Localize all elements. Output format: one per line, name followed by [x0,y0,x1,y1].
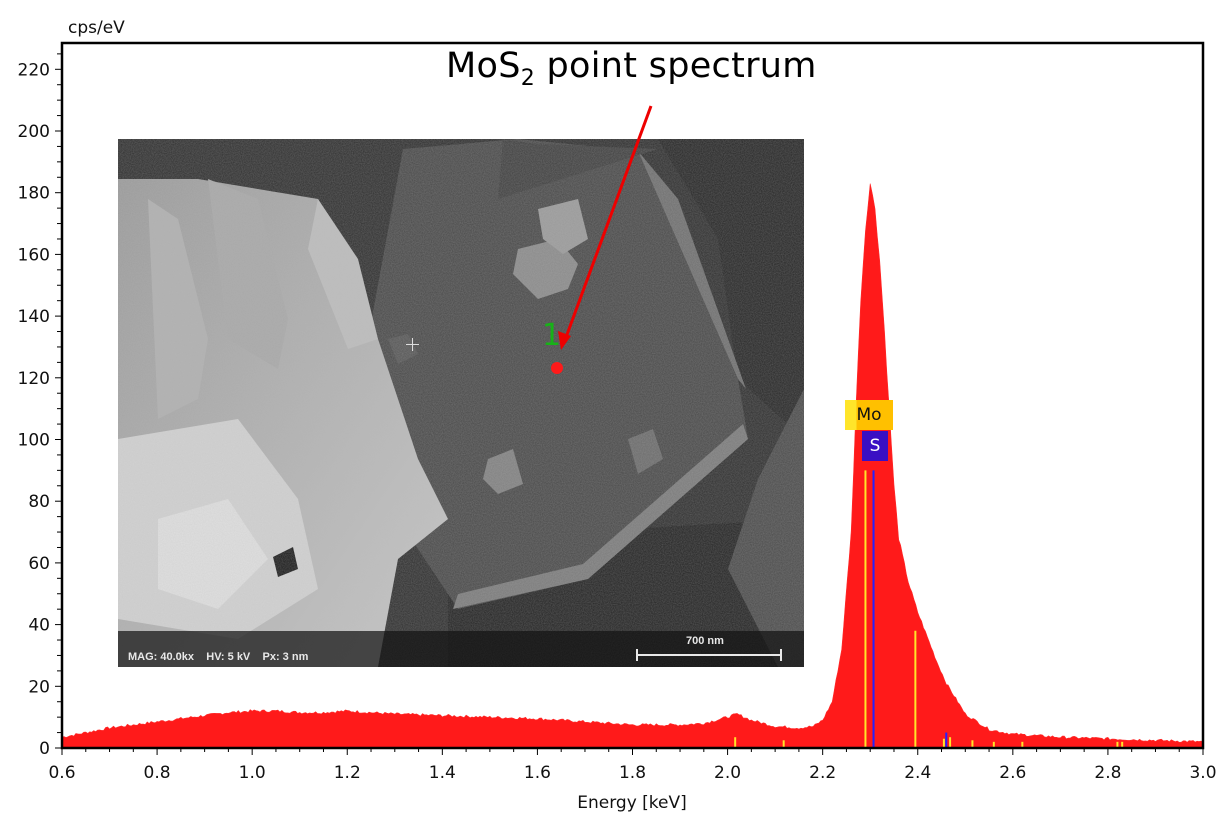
point-label: 1 [542,318,562,353]
spectrum-area [61,183,1204,749]
x-tick-label: 0.6 [48,763,75,783]
x-tick-label: 1.4 [429,763,456,783]
scale-bar [636,649,782,661]
x-tick-label: 1.2 [334,763,361,783]
y-tick-label: 60 [28,554,50,574]
y-tick-label: 180 [18,184,50,204]
x-tick-label: 1.6 [524,763,551,783]
x-tick-label: 2.0 [714,763,741,783]
spectrum-annotation: MoS2 point spectrum [446,46,817,91]
y-tick-label: 80 [28,492,50,512]
y-tick-label: 220 [18,60,50,80]
sem-info-text: MAG: 40.0kx HV: 5 kV Px: 3 nm [128,651,309,663]
y-tick-label: 120 [18,369,50,389]
x-tick-label: 2.2 [809,763,836,783]
y-tick-label: 140 [18,307,50,327]
y-tick-label: 200 [18,122,50,142]
x-tick-label: 2.6 [999,763,1026,783]
y-tick-label: 100 [18,431,50,451]
x-tick-label: 3.0 [1189,763,1216,783]
element-label-s: S [862,431,888,461]
element-label-mo: Mo [845,400,893,430]
x-tick-label: 2.4 [904,763,931,783]
sem-micrograph [118,139,804,667]
y-axis-title: cps/eV [68,18,125,38]
crosshair-cursor-icon [406,338,419,351]
x-tick-label: 0.8 [144,763,171,783]
annotation-subscript: 2 [520,66,536,91]
y-axis: 0 20 40 60 80 100 120 140 160 180 200 220 [18,53,62,759]
point-marker [551,362,563,374]
x-tick-label: 2.8 [1094,763,1121,783]
x-axis: 0.6 0.8 1.0 1.2 1.4 1.6 1.8 2.0 2.2 2.4 2.6 2.8 3.0 [48,748,1217,783]
annotation-prefix: MoS [446,46,521,86]
y-tick-label: 20 [28,677,50,697]
scale-bar-label: 700 nm [686,635,724,647]
sem-image-inset: 1 MAG: 40.0kx HV: 5 kV Px: 3 nm 700 nm [118,139,804,667]
y-tick-label: 40 [28,616,50,636]
annotation-suffix: point spectrum [535,46,817,86]
y-tick-label: 0 [39,739,50,759]
x-axis-title: Energy [keV] [577,793,687,813]
x-tick-label: 1.0 [239,763,266,783]
x-tick-label: 1.8 [619,763,646,783]
y-tick-label: 160 [18,245,50,265]
sem-info-bar: MAG: 40.0kx HV: 5 kV Px: 3 nm 700 nm [118,631,804,667]
